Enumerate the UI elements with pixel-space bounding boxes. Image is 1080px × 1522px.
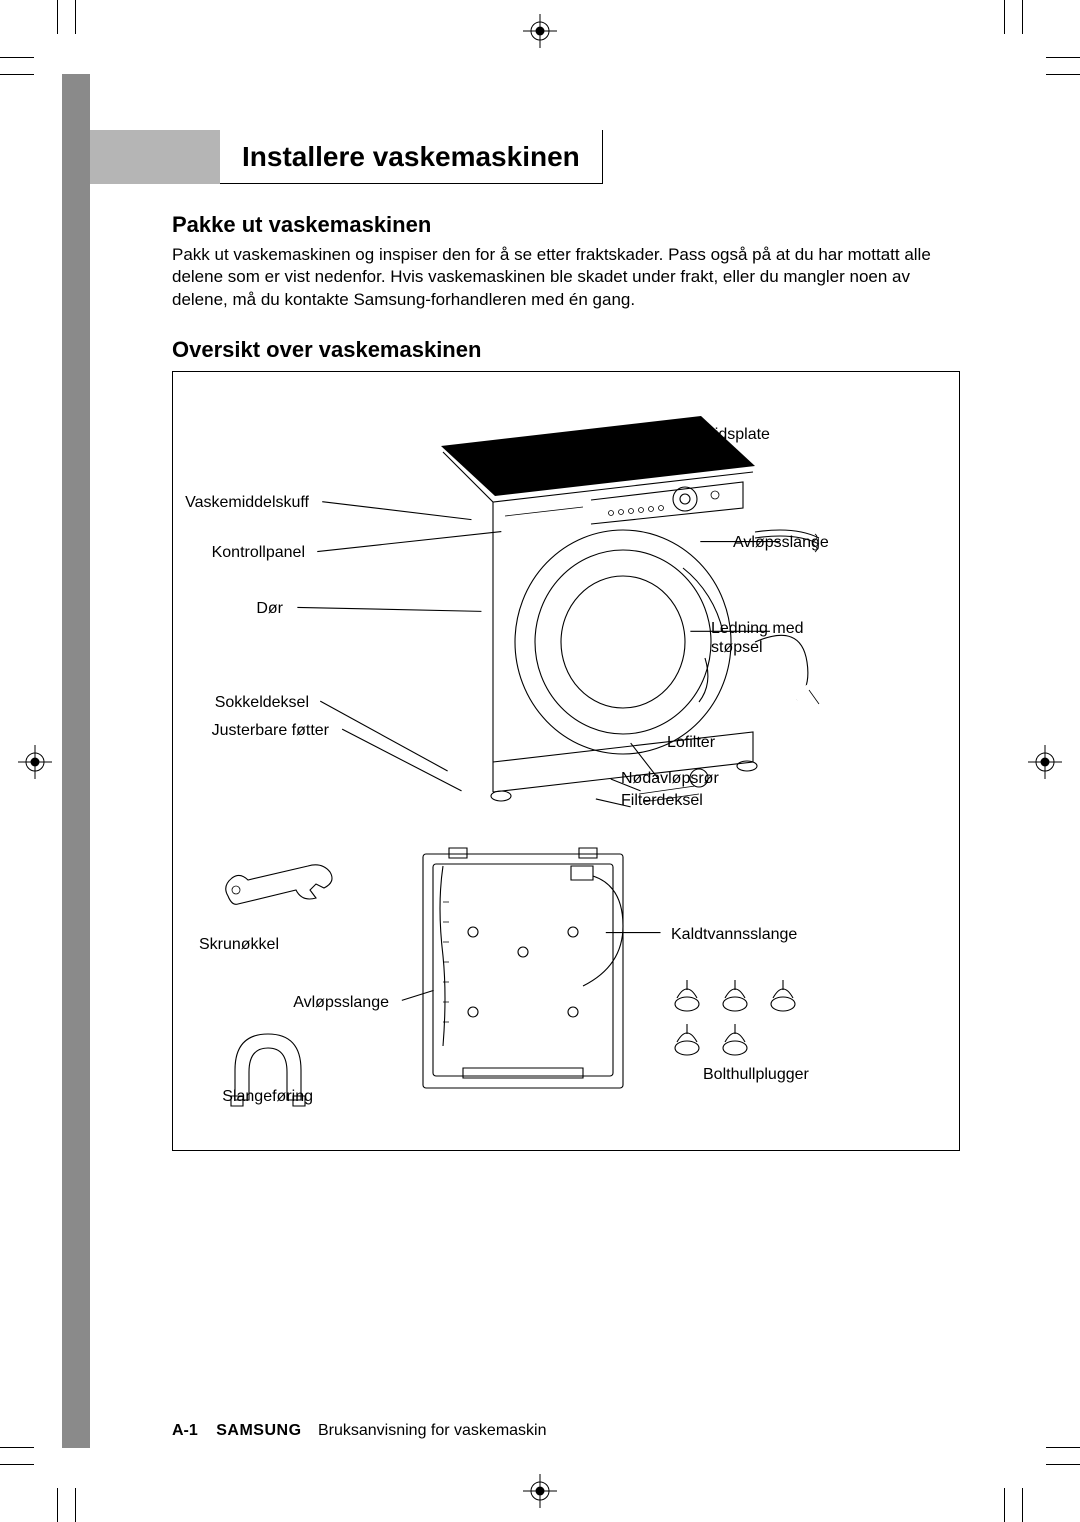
- section1-body: Pakk ut vaskemaskinen og inspiser den fo…: [172, 244, 960, 311]
- label-avlopsslange2: Avløpsslange: [293, 994, 389, 1012]
- label-bolthullplugger: Bolthullplugger: [703, 1066, 809, 1084]
- diagram-frame: Arbeidsplate Vaskemiddelskuff Kontrollpa…: [172, 371, 960, 1151]
- content-area: Pakke ut vaskemaskinen Pakk ut vaskemask…: [172, 212, 960, 1151]
- section2-heading: Oversikt over vaskemaskinen: [172, 337, 960, 363]
- label-vaskemiddelskuff: Vaskemiddelskuff: [185, 494, 309, 512]
- side-gray-bar: [62, 74, 90, 1448]
- footer-text: Bruksanvisning for vaskemaskin: [318, 1422, 547, 1439]
- label-ledning-med-stopsel: Ledning med støpsel: [711, 620, 804, 657]
- leader-lines-icon: [173, 372, 959, 1150]
- registration-mark-right-icon: [1028, 745, 1062, 779]
- page-title: Installere vaskemaskinen: [242, 141, 580, 173]
- footer-page-number: A-1: [172, 1422, 198, 1439]
- label-nodavlopsror: Nødavløpsrør: [621, 770, 719, 788]
- label-kaldtvannsslange: Kaldtvannsslange: [671, 926, 797, 944]
- label-skrunokkel: Skrunøkkel: [199, 936, 279, 954]
- label-sokkeldeksel: Sokkeldeksel: [215, 694, 309, 712]
- label-slangeforing: Slangeføring: [222, 1088, 313, 1106]
- registration-mark-bottom-icon: [523, 1474, 557, 1508]
- page-title-tab: Installere vaskemaskinen: [220, 130, 603, 184]
- side-top-band: [90, 130, 220, 184]
- section1-heading: Pakke ut vaskemaskinen: [172, 212, 960, 238]
- label-filterdeksel: Filterdeksel: [621, 792, 703, 810]
- label-arbeidsplate: Arbeidsplate: [681, 426, 770, 444]
- footer-brand: SAMSUNG: [216, 1422, 301, 1439]
- registration-mark-left-icon: [18, 745, 52, 779]
- label-avlopsslange: Avløpsslange: [733, 534, 829, 552]
- label-lofilter: Lofilter: [667, 734, 715, 752]
- label-justerbare-fotter: Justerbare føtter: [212, 722, 329, 740]
- label-kontrollpanel: Kontrollpanel: [212, 544, 305, 562]
- page-footer: A-1 SAMSUNG Bruksanvisning for vaskemask…: [172, 1422, 547, 1440]
- registration-mark-top-icon: [523, 14, 557, 48]
- label-dor: Dør: [256, 600, 283, 618]
- page-area: Installere vaskemaskinen Pakke ut vaskem…: [96, 74, 984, 1448]
